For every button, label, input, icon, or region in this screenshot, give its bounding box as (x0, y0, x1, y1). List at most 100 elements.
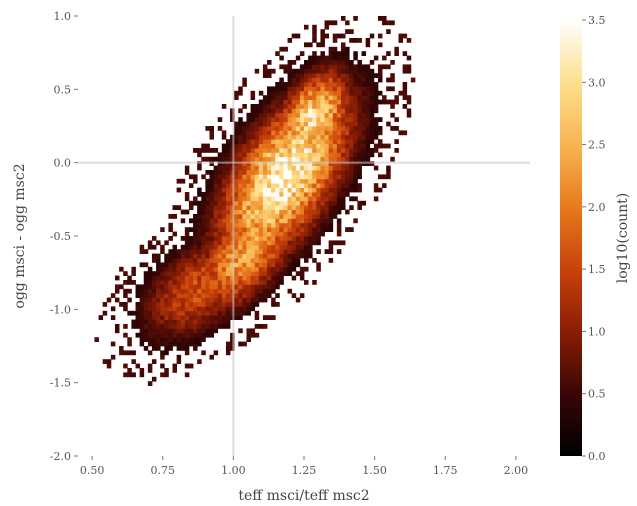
heatmap-cell (225, 324, 231, 329)
heatmap-cell (184, 328, 190, 334)
heatmap-cell (349, 108, 354, 114)
heatmap-cell (180, 178, 186, 184)
heatmap-cell (160, 288, 165, 294)
heatmap-cell (234, 165, 239, 171)
heatmap-cell (164, 240, 169, 246)
heatmap-cell (275, 253, 280, 259)
heatmap-cell (349, 178, 354, 184)
heatmap-cell (246, 271, 251, 276)
heatmap-cell (316, 60, 321, 65)
heatmap-cell (205, 222, 210, 228)
heatmap-cell (156, 271, 161, 276)
heatmap-cell (275, 95, 280, 100)
heatmap-cell (254, 205, 260, 210)
heatmap-cell (312, 152, 317, 158)
heatmap-cell (291, 104, 297, 109)
heatmap-cell (213, 240, 219, 246)
heatmap-cell (201, 200, 206, 206)
heatmap-cell (147, 288, 153, 294)
heatmap-cell (299, 134, 305, 140)
heatmap-cell (357, 139, 362, 144)
heatmap-cell (287, 148, 293, 153)
heatmap-cell (287, 183, 293, 188)
heatmap-cell (271, 231, 276, 237)
heatmap-cell (238, 200, 243, 206)
heatmap-cell (213, 227, 219, 232)
heatmap-cell (238, 86, 243, 92)
heatmap-cell (287, 86, 293, 92)
heatmap-cell (324, 183, 330, 188)
heatmap-cell (373, 187, 379, 193)
heatmap-cell (271, 249, 276, 254)
heatmap-cell (283, 222, 288, 228)
heatmap-cell (365, 68, 371, 74)
heatmap-cell (267, 130, 272, 136)
heatmap-cell (365, 126, 371, 131)
heatmap-cell (160, 284, 165, 290)
heatmap-cell (304, 209, 309, 215)
heatmap-cell (262, 126, 268, 131)
heatmap-cell (324, 117, 330, 122)
heatmap-cell (373, 196, 379, 202)
heatmap-cell (209, 227, 214, 232)
heatmap-cell (328, 165, 334, 171)
heatmap-cell (221, 284, 227, 290)
heatmap-cell (156, 253, 161, 259)
heatmap-cell (201, 240, 206, 246)
heatmap-cell (258, 218, 264, 224)
heatmap-cell (312, 95, 317, 100)
heatmap-cell (353, 156, 358, 162)
heatmap-cell (164, 271, 169, 276)
heatmap-cell (221, 319, 227, 325)
heatmap-cell (221, 130, 227, 136)
heatmap-cell (304, 86, 309, 92)
heatmap-cell (291, 73, 297, 78)
heatmap-cell (193, 200, 198, 206)
heatmap-cell (254, 134, 260, 140)
heatmap-cell (262, 280, 268, 285)
heatmap-cell (193, 324, 198, 329)
heatmap-cell (188, 337, 194, 342)
heatmap-cell (349, 117, 354, 122)
heatmap-cell (205, 266, 210, 272)
heatmap-cell (234, 178, 239, 184)
heatmap-cell (332, 121, 338, 127)
heatmap-cell (254, 244, 260, 250)
heatmap-cell (139, 249, 145, 254)
heatmap-cell (131, 372, 136, 378)
heatmap-cell (328, 148, 334, 153)
heatmap-cell (357, 108, 362, 114)
heatmap-cell (336, 196, 342, 202)
heatmap-cell (287, 222, 293, 228)
heatmap-cell (197, 209, 202, 215)
heatmap-cell (238, 328, 243, 334)
heatmap-cell (345, 29, 350, 34)
heatmap-cell (353, 143, 358, 149)
heatmap-cell (369, 99, 375, 105)
heatmap-cell (304, 192, 309, 197)
heatmap-cell (160, 280, 165, 285)
heatmap-cell (287, 200, 293, 206)
heatmap-cell (246, 297, 251, 303)
heatmap-cell (238, 249, 243, 254)
heatmap-cell (275, 187, 280, 193)
heatmap-cell (258, 104, 264, 109)
heatmap-cell (304, 117, 309, 122)
heatmap-cell (283, 258, 288, 263)
heatmap-cell (168, 332, 173, 338)
heatmap-cell (340, 42, 346, 48)
heatmap-cell (209, 253, 214, 259)
heatmap-cell (299, 104, 305, 109)
heatmap-cell (267, 205, 272, 210)
heatmap-cell (217, 126, 223, 131)
heatmap-cell (283, 117, 288, 122)
heatmap-cell (279, 192, 284, 197)
heatmap-cell (217, 200, 223, 206)
heatmap-cell (299, 293, 305, 298)
heatmap-cell (262, 183, 268, 188)
heatmap-cell (377, 152, 383, 158)
heatmap-cell (209, 156, 214, 162)
heatmap-cell (147, 284, 153, 290)
heatmap-cell (332, 104, 338, 109)
heatmap-cell (361, 86, 367, 92)
